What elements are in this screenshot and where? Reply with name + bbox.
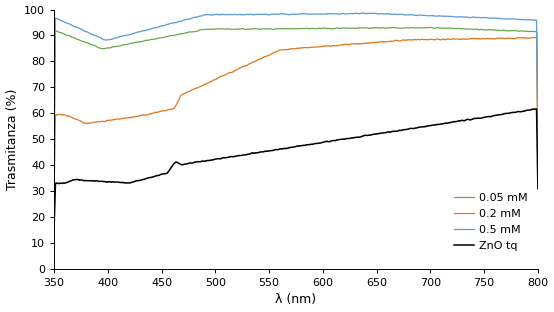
ZnO tq [232,154,238,158]
0.2 mM [51,190,58,194]
Line: 0.5 mM: 0.5 mM [54,13,538,144]
0.2 mM [381,40,388,44]
0.05 mM [248,27,255,31]
0.5 mM [535,143,541,146]
0.2 mM [250,60,257,64]
0.5 mM [51,141,58,145]
0.5 mM [250,13,257,17]
0.05 mM [79,39,85,43]
0.05 mM [232,27,238,31]
0.05 mM [535,124,541,128]
0.2 mM [232,68,238,72]
0.5 mM [154,26,161,29]
0.05 mM [154,37,161,40]
0.05 mM [250,27,257,31]
0.5 mM [381,12,388,16]
0.2 mM [79,120,85,124]
Line: 0.2 mM: 0.2 mM [54,37,538,192]
ZnO tq [250,151,257,155]
0.5 mM [79,27,85,31]
0.05 mM [428,26,434,29]
X-axis label: λ (nm): λ (nm) [275,294,316,306]
0.5 mM [232,12,238,16]
ZnO tq [51,224,58,228]
0.5 mM [248,12,255,16]
ZnO tq [248,151,255,155]
ZnO tq [154,174,161,178]
0.05 mM [51,148,58,152]
ZnO tq [381,131,388,135]
ZnO tq [535,187,541,191]
0.2 mM [154,110,161,114]
ZnO tq [533,107,540,111]
0.2 mM [248,61,255,65]
0.05 mM [381,26,388,30]
Y-axis label: Trasmitanza (%): Trasmitanza (%) [6,89,18,190]
0.2 mM [535,151,541,155]
0.5 mM [360,11,366,15]
Legend: 0.05 mM, 0.2 mM, 0.5 mM, ZnO tq: 0.05 mM, 0.2 mM, 0.5 mM, ZnO tq [449,188,532,256]
Line: ZnO tq: ZnO tq [54,109,538,226]
ZnO tq [79,178,85,182]
Line: 0.05 mM: 0.05 mM [54,27,538,150]
0.2 mM [529,36,536,39]
